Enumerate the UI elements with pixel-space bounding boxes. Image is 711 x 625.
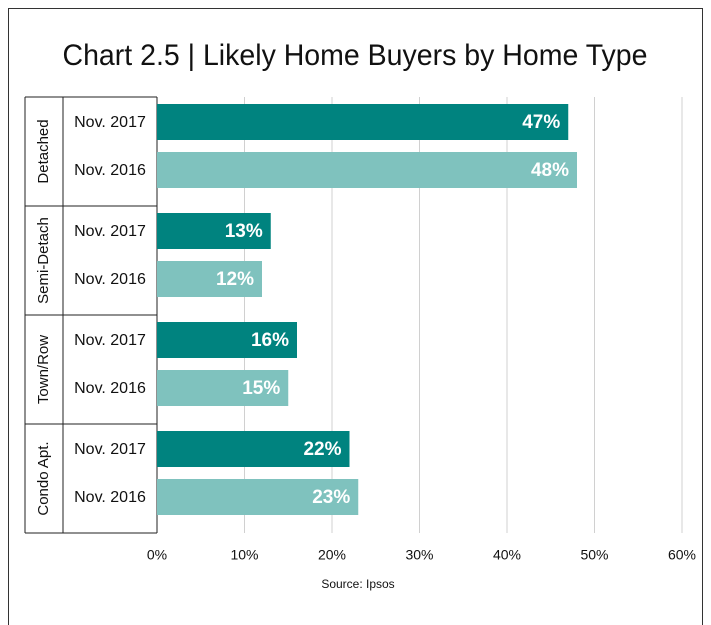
bar xyxy=(157,104,569,140)
x-tick-label: 0% xyxy=(147,547,167,563)
bar xyxy=(157,431,350,467)
row-label: Nov. 2017 xyxy=(74,332,146,349)
value-label: 16% xyxy=(251,330,289,351)
row-label: Nov. 2016 xyxy=(74,271,146,288)
x-tick-label: 20% xyxy=(318,547,346,563)
bar xyxy=(157,370,289,406)
value-label: 22% xyxy=(303,439,341,460)
bar xyxy=(157,261,262,297)
value-label: 48% xyxy=(531,160,569,181)
value-label: 13% xyxy=(225,221,263,242)
frame xyxy=(8,8,703,625)
chart-title: Chart 2.5 | Likely Home Buyers by Home T… xyxy=(63,39,648,72)
group-label: Town/Row xyxy=(35,335,52,404)
bar xyxy=(157,322,297,358)
value-label: 12% xyxy=(216,269,254,290)
group-label: Detached xyxy=(35,119,52,183)
source: Source: Ipsos xyxy=(321,577,394,591)
bar xyxy=(157,479,359,515)
row-label: Nov. 2017 xyxy=(74,441,146,458)
x-tick-label: 50% xyxy=(580,547,608,563)
row-label: Nov. 2016 xyxy=(74,489,146,506)
bar xyxy=(157,152,577,188)
row-label: Nov. 2017 xyxy=(74,223,146,240)
bar xyxy=(157,213,271,249)
row-label: Nov. 2016 xyxy=(74,162,146,179)
x-tick-label: 10% xyxy=(230,547,258,563)
x-tick-label: 30% xyxy=(405,547,433,563)
x-tick-label: 60% xyxy=(668,547,696,563)
group-label: Condo Apt. xyxy=(35,441,52,515)
row-label: Nov. 2017 xyxy=(74,114,146,131)
row-label: Nov. 2016 xyxy=(74,380,146,397)
x-tick-label: 40% xyxy=(493,547,521,563)
value-label: 15% xyxy=(242,378,280,399)
value-label: 47% xyxy=(522,112,560,133)
group-label: Semi-Detach xyxy=(35,217,52,304)
value-label: 23% xyxy=(312,487,350,508)
